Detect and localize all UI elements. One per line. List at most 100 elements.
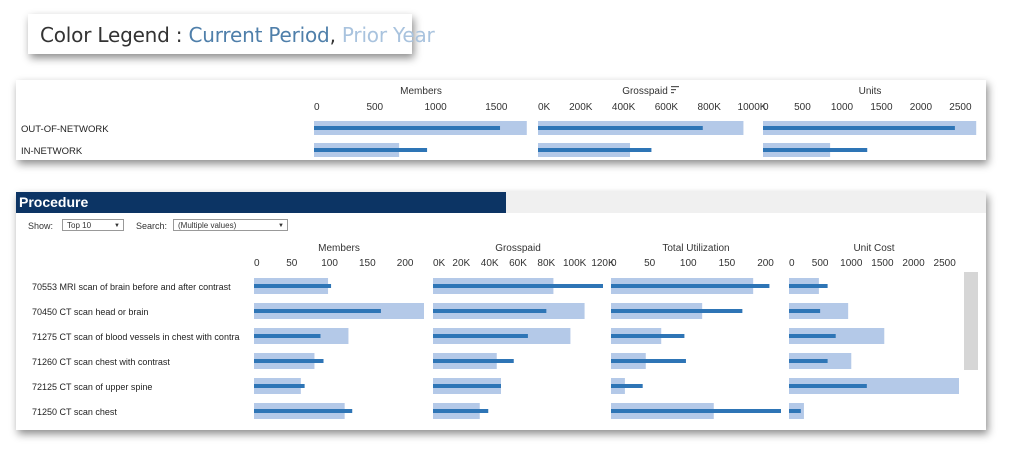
tick-label: 2000 (902, 258, 925, 269)
chevron-down-icon: ▼ (114, 223, 120, 229)
bar-current-period (433, 359, 514, 363)
tick-label: 1000 (831, 102, 854, 113)
chevron-down-icon: ▼ (278, 223, 284, 229)
bar-current-period (433, 334, 528, 338)
procedure-chart-card: Procedure Show: Top 10 ▼ Search: (Multip… (16, 192, 986, 430)
tick-label: 500 (812, 258, 829, 269)
panel-title: Units (859, 86, 882, 97)
tick-label: 0 (763, 102, 769, 113)
tick-label: 200 (757, 258, 774, 269)
bar-current-period (611, 384, 643, 388)
panel-title: Grosspaid (622, 86, 668, 97)
tick-label: 100 (680, 258, 697, 269)
panel-title: Members (400, 86, 442, 97)
bar-current-period (789, 309, 821, 313)
bar-prior-year (789, 378, 959, 394)
bar-current-period (789, 359, 828, 363)
legend-current-period: Current Period (188, 23, 330, 47)
bar-current-period (611, 409, 781, 413)
tick-label: 800K (698, 102, 722, 113)
bar-current-period (254, 284, 332, 288)
tick-label: 400K (612, 102, 636, 113)
panel-title: Total Utilization (662, 243, 729, 254)
tick-label: 120K (591, 258, 615, 269)
tick-label: 2500 (949, 102, 972, 113)
bar-current-period (254, 334, 321, 338)
bar-current-period (254, 309, 381, 313)
bar-current-period (433, 284, 603, 288)
bar-current-period (611, 359, 686, 363)
bar-current-period (254, 409, 353, 413)
bar-current-period (433, 309, 547, 313)
tick-label: 80K (537, 258, 555, 269)
category-label: 70553 MRI scan of brain before and after… (32, 282, 231, 292)
legend-prior-year: Prior Year (341, 23, 435, 47)
bar-current-period (314, 126, 501, 130)
procedure-title: Procedure (16, 192, 506, 213)
color-legend-card: Color Legend : Current Period, Prior Yea… (28, 14, 435, 54)
tick-label: 500 (794, 102, 811, 113)
show-filter-select[interactable]: Top 10 ▼ (62, 219, 124, 231)
tick-label: 100 (321, 258, 338, 269)
procedure-scrollbar-thumb[interactable] (964, 272, 978, 370)
tick-label: 1000 (424, 102, 447, 113)
category-label: 72125 CT scan of upper spine (32, 382, 152, 392)
tick-label: 0K (538, 102, 551, 113)
panel-title: Members (318, 243, 360, 254)
show-filter-value: Top 10 (67, 221, 92, 230)
category-label: 71275 CT scan of blood vessels in chest … (32, 332, 239, 342)
bar-current-period (433, 409, 489, 413)
bar-current-period (789, 334, 836, 338)
network-chart-card: OUT-OF-NETWORK IN-NETWORK Members 0 500 1000 1… (16, 80, 986, 160)
tick-label: 60K (509, 258, 527, 269)
tick-label: 1500 (871, 258, 894, 269)
tick-label: 1500 (485, 102, 508, 113)
search-label: Search: (136, 221, 168, 231)
category-label: 71250 CT scan chest (32, 407, 117, 417)
tick-label: 0 (611, 258, 617, 269)
bar-current-period (789, 384, 867, 388)
bar-current-period (433, 384, 501, 388)
bar-current-period (254, 384, 305, 388)
bar-current-period (789, 284, 828, 288)
tick-label: 50 (644, 258, 656, 269)
color-legend: Color Legend : Current Period, Prior Yea… (40, 23, 435, 47)
tick-label: 1000K (738, 102, 767, 113)
category-label: 71260 CT scan chest with contrast (32, 357, 170, 367)
bar-current-period (763, 148, 868, 152)
tick-label: 20K (452, 258, 470, 269)
bar-current-period (789, 409, 801, 413)
bar-current-period (611, 309, 743, 313)
tick-label: 1000 (840, 258, 863, 269)
tick-label: 0 (789, 258, 795, 269)
search-filter-value: (Multiple values) (178, 221, 237, 230)
tick-label: 0K (433, 258, 446, 269)
procedure-chart: 70553 MRI scan of brain before and after… (32, 243, 959, 419)
tick-label: 40K (481, 258, 499, 269)
sort-icon (671, 86, 679, 94)
panel-title: Unit Cost (853, 243, 894, 254)
tick-label: 2500 (934, 258, 957, 269)
search-filter-select[interactable]: (Multiple values) ▼ (173, 219, 288, 231)
tick-label: 100K (563, 258, 587, 269)
category-label: 70450 CT scan head or brain (32, 307, 148, 317)
network-chart: OUT-OF-NETWORK IN-NETWORK Members 0 500 1000 1… (21, 86, 977, 157)
bar-current-period (538, 126, 703, 130)
category-label: OUT-OF-NETWORK (21, 124, 109, 135)
show-label: Show: (28, 221, 54, 231)
tick-label: 1500 (870, 102, 893, 113)
bar-current-period (538, 148, 652, 152)
tick-label: 150 (359, 258, 376, 269)
bar-current-period (763, 126, 955, 130)
tick-label: 200 (397, 258, 414, 269)
bar-prior-year (789, 328, 885, 344)
tick-label: 150 (719, 258, 736, 269)
procedure-title-bar (506, 192, 986, 213)
tick-label: 0 (254, 258, 260, 269)
bar-current-period (611, 284, 770, 288)
bar-current-period (314, 148, 428, 152)
tick-label: 200K (569, 102, 593, 113)
legend-label: Color Legend : (40, 23, 183, 47)
legend-separator: , (329, 23, 336, 47)
tick-label: 50 (286, 258, 298, 269)
